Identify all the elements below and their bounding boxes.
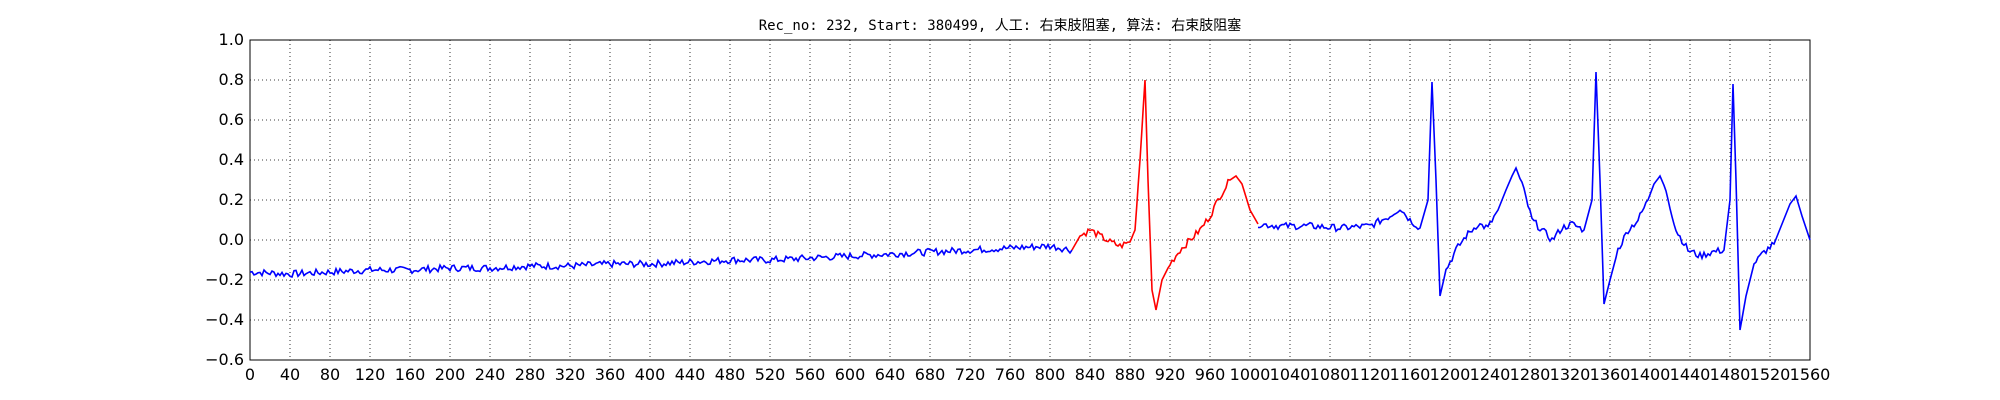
x-tick-label: 1080 (1310, 365, 1351, 384)
x-tick-label: 40 (280, 365, 300, 384)
ecg-segment-2 (1257, 71, 1811, 331)
x-tick-label: 480 (715, 365, 746, 384)
y-tick-label: 0.0 (219, 230, 244, 249)
x-tick-label: 1520 (1750, 365, 1791, 384)
x-tick-label: 360 (595, 365, 626, 384)
x-tick-label: 1480 (1710, 365, 1751, 384)
x-tick-label: 720 (955, 365, 986, 384)
x-tick-label: 1000 (1230, 365, 1271, 384)
x-tick-label: 1160 (1390, 365, 1431, 384)
x-tick-label: 760 (995, 365, 1026, 384)
x-tick-labels: 0 40 80 120 160 200 240 280 320 360 400 440 480 520 56… (245, 365, 1830, 384)
x-tick-label: 560 (795, 365, 826, 384)
x-tick-label: 400 (635, 365, 666, 384)
ecg-trace (249, 71, 1811, 331)
y-tick-label: −0.6 (205, 350, 244, 369)
x-tick-label: 240 (475, 365, 506, 384)
x-tick-label: 640 (875, 365, 906, 384)
x-tick-label: 1120 (1350, 365, 1391, 384)
x-tick-label: 1440 (1670, 365, 1711, 384)
x-tick-label: 600 (835, 365, 866, 384)
x-tick-label: 200 (435, 365, 466, 384)
y-tick-labels: 1.0 0.8 0.6 0.4 0.2 0.0 −0.2 −0.4 −0.6 (205, 30, 244, 369)
x-tick-label: 120 (355, 365, 386, 384)
y-tick-label: −0.4 (205, 310, 244, 329)
x-tick-label: 960 (1195, 365, 1226, 384)
x-tick-label: 680 (915, 365, 946, 384)
y-tick-label: 0.8 (219, 70, 244, 89)
x-tick-label: 1560 (1790, 365, 1831, 384)
x-tick-label: 1240 (1470, 365, 1511, 384)
y-tick-label: 1.0 (219, 30, 244, 49)
x-tick-label: 520 (755, 365, 786, 384)
x-tick-label: 0 (245, 365, 255, 384)
x-tick-label: 440 (675, 365, 706, 384)
x-tick-label: 840 (1075, 365, 1106, 384)
x-tick-label: 1040 (1270, 365, 1311, 384)
x-tick-label: 280 (515, 365, 546, 384)
y-tick-label: 0.4 (219, 150, 244, 169)
x-tick-label: 880 (1115, 365, 1146, 384)
x-tick-label: 1400 (1630, 365, 1671, 384)
y-tick-label: 0.6 (219, 110, 244, 129)
y-tick-label: 0.2 (219, 190, 244, 209)
x-tick-label: 1280 (1510, 365, 1551, 384)
x-tick-label: 320 (555, 365, 586, 384)
x-tick-label: 1200 (1430, 365, 1471, 384)
chart-title: Rec_no: 232, Start: 380499, 人工: 右束肢阻塞, 算… (759, 17, 1242, 34)
x-tick-label: 1360 (1590, 365, 1631, 384)
x-tick-label: 920 (1155, 365, 1186, 384)
x-tick-label: 1320 (1550, 365, 1591, 384)
x-tick-label: 800 (1035, 365, 1066, 384)
x-tick-label: 80 (320, 365, 340, 384)
x-tick-label: 160 (395, 365, 426, 384)
ecg-segment-1 (1071, 79, 1259, 311)
ecg-segment-0 (249, 242, 1073, 279)
y-tick-label: −0.2 (205, 270, 244, 289)
